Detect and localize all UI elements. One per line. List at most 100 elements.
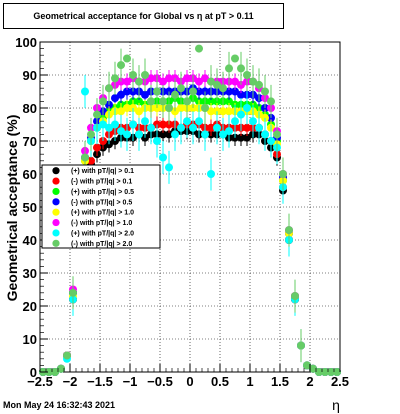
data-point bbox=[207, 107, 215, 116]
data-point bbox=[45, 368, 53, 376]
data-point bbox=[273, 130, 281, 139]
data-point bbox=[177, 84, 185, 93]
y-tick-label: 80 bbox=[23, 101, 37, 116]
legend-marker bbox=[52, 187, 60, 196]
x-tick-label: 2 bbox=[306, 374, 313, 389]
data-point bbox=[183, 74, 191, 83]
data-point bbox=[189, 123, 197, 132]
data-point bbox=[219, 107, 227, 116]
data-point bbox=[105, 123, 113, 132]
data-point bbox=[153, 137, 161, 145]
legend-marker bbox=[52, 167, 60, 175]
data-point bbox=[117, 90, 125, 99]
x-axis-label: η bbox=[332, 397, 340, 413]
x-tick-label: −2.5 bbox=[27, 374, 53, 389]
data-point bbox=[243, 133, 251, 142]
data-point bbox=[309, 364, 317, 373]
data-point bbox=[207, 77, 215, 86]
data-point bbox=[141, 117, 149, 126]
data-point bbox=[249, 117, 257, 126]
data-point bbox=[195, 77, 203, 86]
data-point bbox=[147, 74, 155, 83]
x-tick-label: 2.5 bbox=[331, 374, 349, 389]
data-point bbox=[129, 71, 137, 79]
data-point bbox=[261, 130, 269, 139]
y-tick-label: 40 bbox=[23, 233, 37, 248]
data-point bbox=[141, 71, 149, 79]
timestamp-label: Mon May 24 16:32:43 2021 bbox=[3, 400, 116, 410]
data-point bbox=[201, 130, 209, 139]
data-point bbox=[237, 90, 245, 99]
y-tick-label: 20 bbox=[23, 299, 37, 314]
data-point bbox=[159, 77, 167, 86]
chart-title: Geometrical acceptance for Global vs η a… bbox=[3, 3, 284, 29]
data-point bbox=[255, 80, 263, 89]
legend-label: (-) with pT/|q| > 0.5 bbox=[71, 199, 132, 206]
data-point bbox=[219, 84, 227, 93]
data-point bbox=[99, 120, 107, 129]
data-point bbox=[117, 127, 125, 136]
x-tick-label: −0.5 bbox=[147, 374, 173, 389]
data-point bbox=[165, 130, 173, 139]
legend-marker bbox=[52, 198, 60, 206]
y-tick-label: 30 bbox=[23, 266, 37, 281]
data-point bbox=[231, 54, 239, 63]
data-point bbox=[63, 351, 71, 360]
data-point bbox=[255, 123, 263, 132]
data-point bbox=[237, 64, 245, 73]
data-point bbox=[225, 107, 233, 116]
legend-label: (+) with pT/|q| > 2.0 bbox=[71, 230, 134, 237]
data-point bbox=[225, 87, 233, 96]
data-point bbox=[165, 163, 173, 172]
data-point bbox=[177, 104, 185, 112]
data-point bbox=[117, 107, 125, 116]
data-point bbox=[225, 64, 233, 73]
legend-marker bbox=[52, 229, 60, 237]
data-point bbox=[135, 77, 143, 86]
legend-label: (+) with pT/|q| > 1.0 bbox=[71, 210, 134, 217]
x-tick-label: −1.5 bbox=[87, 374, 113, 389]
data-point bbox=[171, 130, 179, 139]
data-point bbox=[123, 130, 131, 139]
data-point bbox=[123, 87, 131, 96]
data-point bbox=[213, 123, 221, 132]
data-point bbox=[327, 368, 335, 376]
data-point bbox=[243, 123, 251, 132]
data-point bbox=[225, 127, 233, 136]
data-point bbox=[159, 130, 167, 139]
data-point bbox=[165, 74, 173, 83]
legend-marker bbox=[52, 239, 60, 247]
data-point bbox=[147, 97, 155, 106]
data-point bbox=[51, 368, 59, 376]
data-point bbox=[129, 120, 137, 129]
data-point bbox=[195, 87, 203, 96]
x-tick-label: 0 bbox=[186, 374, 193, 389]
data-point bbox=[159, 97, 167, 106]
y-tick-label: 0 bbox=[30, 365, 37, 380]
y-tick-label: 50 bbox=[23, 200, 37, 215]
data-point bbox=[285, 226, 293, 235]
data-point bbox=[123, 104, 131, 112]
data-point bbox=[249, 77, 257, 86]
data-point bbox=[237, 133, 245, 142]
data-point bbox=[153, 87, 161, 96]
data-point bbox=[69, 288, 77, 297]
data-point bbox=[207, 123, 215, 132]
data-point bbox=[243, 104, 251, 112]
data-point bbox=[99, 97, 107, 106]
legend-label: (-) with pT/|q| > 0.1 bbox=[71, 179, 132, 186]
y-tick-label: 10 bbox=[23, 332, 37, 347]
data-point bbox=[279, 170, 287, 178]
data-point bbox=[81, 153, 89, 162]
data-point bbox=[231, 87, 239, 96]
data-point bbox=[315, 368, 323, 376]
data-point bbox=[297, 341, 305, 350]
data-point bbox=[291, 292, 299, 301]
data-point bbox=[243, 71, 251, 79]
data-point bbox=[159, 153, 167, 162]
data-point bbox=[261, 87, 269, 96]
x-tick-label: 1.5 bbox=[271, 374, 289, 389]
legend-label: (-) with pT/|q| > 2.0 bbox=[71, 241, 132, 248]
y-tick-label: 60 bbox=[23, 167, 37, 182]
